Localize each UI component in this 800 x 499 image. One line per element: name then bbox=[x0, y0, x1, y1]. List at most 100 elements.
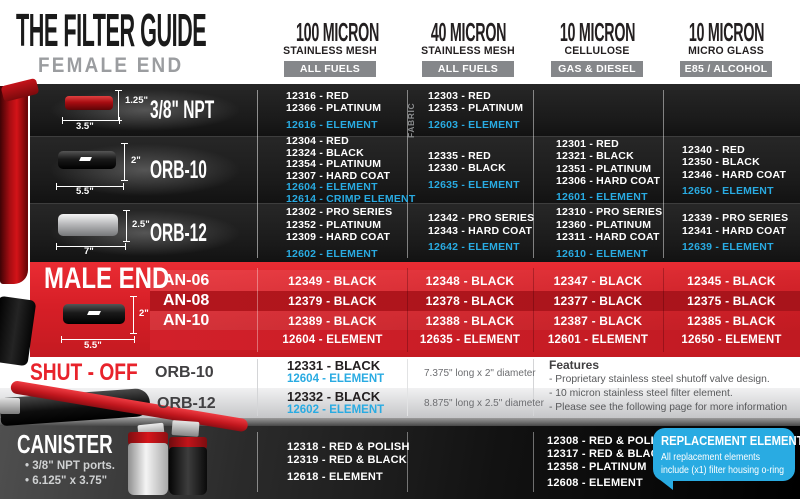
part-cell: 12318 - RED & POLISH 12319 - RED & BLACK… bbox=[258, 432, 410, 492]
fuel-badge: GAS & DIESEL bbox=[551, 61, 643, 77]
part-number: 12301 - RED bbox=[556, 137, 619, 150]
element-number: 12650 - ELEMENT bbox=[681, 334, 782, 346]
part-number: 12345 - BLACK bbox=[687, 273, 776, 288]
part-number: 12309 - HARD COAT bbox=[286, 231, 391, 243]
dimension-length: 5.5" bbox=[84, 340, 102, 351]
part-cell: 12316 - RED 12366 - PLATINUM 12616 - ELE… bbox=[258, 84, 407, 137]
part-number: 12341 - HARD COAT bbox=[682, 224, 787, 237]
dimension-line bbox=[56, 243, 126, 250]
element-number: 12639 - ELEMENT bbox=[682, 241, 774, 254]
fuel-badge: ALL FUELS bbox=[422, 61, 514, 77]
column-header-10-micron-glass: 10 MICRON MICRO GLASS E85 / ALCOHOL bbox=[658, 17, 794, 77]
aeromotive-logo-mark bbox=[87, 311, 101, 315]
row-label-an06: AN-06 bbox=[163, 272, 210, 289]
column-header-100-micron: 100 MICRON STAINLESS MESH ALL FUELS bbox=[262, 19, 398, 77]
part-cell: 12332 - BLACK 12602 - ELEMENT bbox=[258, 388, 407, 418]
part-cell: 12347 - BLACK bbox=[533, 270, 663, 291]
column-separator bbox=[533, 268, 534, 352]
part-number: 12379 - BLACK bbox=[288, 294, 377, 308]
features-block: Features - Proprietary stainless steel s… bbox=[549, 358, 795, 414]
part-cell: 12389 - BLACK bbox=[258, 311, 407, 330]
element-number: 12608 - ELEMENT bbox=[547, 476, 643, 489]
dimension-height: 2.5" bbox=[132, 219, 150, 230]
dimension-line bbox=[61, 336, 135, 343]
row-label-orb12: ORB-12 bbox=[150, 219, 207, 247]
part-number: 12385 - BLACK bbox=[687, 313, 776, 328]
canister-red-cap-photo bbox=[128, 432, 168, 445]
element-number: 12610 - ELEMENT bbox=[556, 247, 648, 260]
column-separator bbox=[407, 432, 408, 492]
part-number: 12389 - BLACK bbox=[288, 313, 377, 328]
element-number: 12601 - ELEMENT bbox=[547, 334, 649, 346]
column-separator bbox=[257, 268, 258, 352]
part-number: 12353 - PLATINUM bbox=[428, 102, 524, 115]
part-cell: 12387 - BLACK bbox=[533, 311, 663, 330]
element-number: 12618 - ELEMENT bbox=[287, 470, 383, 483]
part-number: 12354 - PLATINUM bbox=[286, 158, 382, 170]
column-micron: 10 MICRON bbox=[688, 17, 765, 47]
shutoff-row-orb10-background bbox=[0, 357, 800, 388]
replacement-title: REPLACEMENT ELEMENTS bbox=[661, 434, 800, 448]
replacement-body: All replacement elements include (x1) fi… bbox=[661, 451, 785, 476]
column-media: STAINLESS MESH bbox=[421, 45, 515, 57]
dimension-line bbox=[56, 183, 124, 190]
element-number: 12603 - ELEMENT bbox=[428, 118, 520, 131]
row-label-orb10: ORB-10 bbox=[150, 156, 207, 184]
canister-photo-black bbox=[169, 447, 207, 495]
shutoff-title: SHUT - OFF bbox=[30, 359, 138, 386]
part-number: 12347 - BLACK bbox=[553, 273, 643, 288]
column-separator bbox=[257, 359, 258, 416]
fuel-badge: E85 / ALCOHOL bbox=[680, 61, 772, 77]
element-number: 12602 - ELEMENT bbox=[286, 247, 378, 260]
column-separator bbox=[257, 90, 258, 258]
part-cell: 12385 - BLACK bbox=[663, 311, 800, 330]
part-cell: 12310 - PRO SERIES 12360 - PLATINUM 1231… bbox=[533, 204, 663, 262]
dimension-line bbox=[121, 143, 128, 181]
column-separator bbox=[663, 268, 664, 352]
aeromotive-logo-mark bbox=[79, 157, 92, 161]
column-separator bbox=[533, 359, 534, 416]
size-note: 7.375" long x 2" diameter bbox=[424, 368, 536, 379]
column-separator bbox=[533, 432, 534, 492]
male-end-title: MALE END bbox=[44, 262, 170, 295]
part-number: 12349 - BLACK bbox=[288, 273, 377, 288]
part-number: 12330 - BLACK bbox=[428, 162, 506, 175]
element-number: 12642 - ELEMENT bbox=[428, 241, 520, 254]
dimension-line bbox=[130, 296, 137, 334]
element-number: 12602 - ELEMENT bbox=[287, 403, 385, 416]
part-cell: 12378 - BLACK bbox=[407, 291, 533, 311]
male-row-band bbox=[150, 330, 800, 350]
part-cell: 12601 - ELEMENT bbox=[533, 330, 663, 350]
part-cell: 12339 - PRO SERIES 12341 - HARD COAT 126… bbox=[663, 204, 800, 262]
part-number: 12342 - PRO SERIES bbox=[428, 212, 535, 225]
section-divider bbox=[0, 418, 800, 426]
canister-bullet: • 3/8" NPT ports. bbox=[25, 460, 115, 472]
part-cell: 12348 - BLACK bbox=[407, 270, 533, 291]
part-number: 12307 - HARD COAT bbox=[286, 169, 391, 182]
part-number: 12308 - RED & POLISH bbox=[547, 434, 670, 447]
part-number: 12318 - RED & POLISH bbox=[287, 440, 410, 453]
part-number: 12324 - BLACK bbox=[286, 146, 364, 159]
part-number: 12304 - RED bbox=[286, 135, 349, 147]
part-cell: 12345 - BLACK bbox=[663, 270, 800, 291]
part-number: 12348 - BLACK bbox=[425, 273, 515, 288]
part-number: 12335 - RED bbox=[428, 149, 491, 162]
part-cell: 12342 - PRO SERIES 12343 - HARD COAT 126… bbox=[407, 204, 535, 262]
female-end-table bbox=[30, 84, 800, 262]
part-number: 12303 - RED bbox=[428, 89, 491, 102]
canister-bullet: • 6.125" x 3.75" bbox=[25, 475, 108, 487]
row-label-npt: 3/8" NPT bbox=[150, 96, 215, 124]
part-cell: 12604 - ELEMENT bbox=[258, 330, 407, 350]
element-number: 12604 - ELEMENT bbox=[282, 334, 383, 346]
male-row-band bbox=[150, 311, 800, 330]
part-cell: 12335 - RED 12330 - BLACK 12635 - ELEMEN… bbox=[407, 137, 533, 204]
column-separator bbox=[407, 90, 408, 258]
fuel-badge: ALL FUELS bbox=[284, 61, 376, 77]
part-number: 12339 - PRO SERIES bbox=[682, 212, 789, 225]
column-header-40-micron: 40 MICRON STAINLESS MESH ALL FUELS bbox=[400, 19, 536, 77]
part-cell: 12375 - BLACK bbox=[663, 291, 800, 311]
part-number: 12377 - BLACK bbox=[553, 294, 643, 308]
part-number: 12375 - BLACK bbox=[687, 294, 776, 308]
feature-item: - 10 micron stainless steel filter eleme… bbox=[549, 387, 733, 399]
